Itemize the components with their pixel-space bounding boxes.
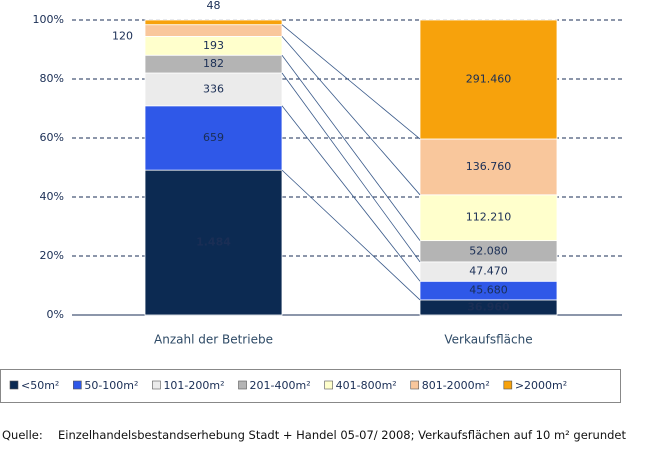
data-label: 112.210	[466, 211, 512, 224]
legend-label: 101-200m²	[163, 379, 224, 392]
connector	[281, 36, 421, 196]
connector	[281, 169, 421, 301]
bar-segment	[144, 105, 283, 171]
connector	[281, 55, 421, 241]
data-label: 120	[112, 30, 133, 43]
legend-label: <50m²	[21, 379, 59, 392]
y-tick-label: 20%	[40, 249, 64, 262]
legend-label: 50-100m²	[84, 379, 138, 392]
legend-swatch	[410, 380, 420, 390]
legend-swatch	[9, 380, 19, 390]
chart: 0% 20% 40% 60% 80% 100% Anzahl der Betriebe 1.4…	[0, 0, 622, 403]
data-label: 291.460	[466, 72, 512, 85]
data-label: 336	[203, 82, 224, 95]
y-tick-label: 80%	[40, 72, 64, 85]
data-label: 36.960	[467, 300, 510, 313]
source-text: Einzelhandelsbestandserhebung Stadt + Ha…	[58, 428, 626, 442]
bar-segment	[419, 138, 558, 196]
bar-segment	[144, 169, 283, 316]
x-tick-label: Anzahl der Betriebe	[154, 333, 273, 347]
data-label: 182	[203, 57, 224, 70]
legend-box	[0, 369, 621, 403]
data-label: 193	[203, 39, 224, 52]
bar-segment	[144, 24, 283, 37]
legend-label: 401-800m²	[336, 379, 397, 392]
legend-swatch	[152, 380, 161, 390]
legend-label: >2000m²	[515, 379, 567, 392]
legend-swatch	[503, 380, 513, 390]
connector	[281, 105, 421, 282]
x-tick-label: Verkaufsfläche	[444, 333, 532, 347]
y-tick-label: 0%	[47, 308, 64, 321]
bar-segment	[419, 19, 558, 140]
data-label: 48	[207, 0, 221, 12]
y-tick-label: 60%	[40, 131, 64, 144]
y-tick-label: 40%	[40, 190, 64, 203]
connector	[281, 72, 421, 263]
bar-segment	[144, 19, 283, 26]
data-label: 136.760	[466, 160, 512, 173]
legend-label: 801-2000m²	[422, 379, 490, 392]
source-label: Quelle:	[2, 428, 43, 442]
legend-label: 201-400m²	[250, 379, 311, 392]
legend-swatch	[73, 380, 82, 390]
data-label: 47.470	[469, 265, 508, 278]
legend-swatch	[324, 380, 333, 390]
source: Quelle: Einzelhandelsbestandserhebung St…	[2, 428, 642, 442]
connector	[281, 24, 421, 140]
data-label: 659	[203, 131, 224, 144]
data-label: 52.080	[469, 244, 508, 257]
y-tick-label: 100%	[33, 13, 64, 26]
data-label: 1.484	[196, 236, 231, 249]
legend-swatch	[238, 380, 247, 390]
bar-segment	[144, 72, 283, 107]
data-label: 45.680	[469, 284, 508, 297]
